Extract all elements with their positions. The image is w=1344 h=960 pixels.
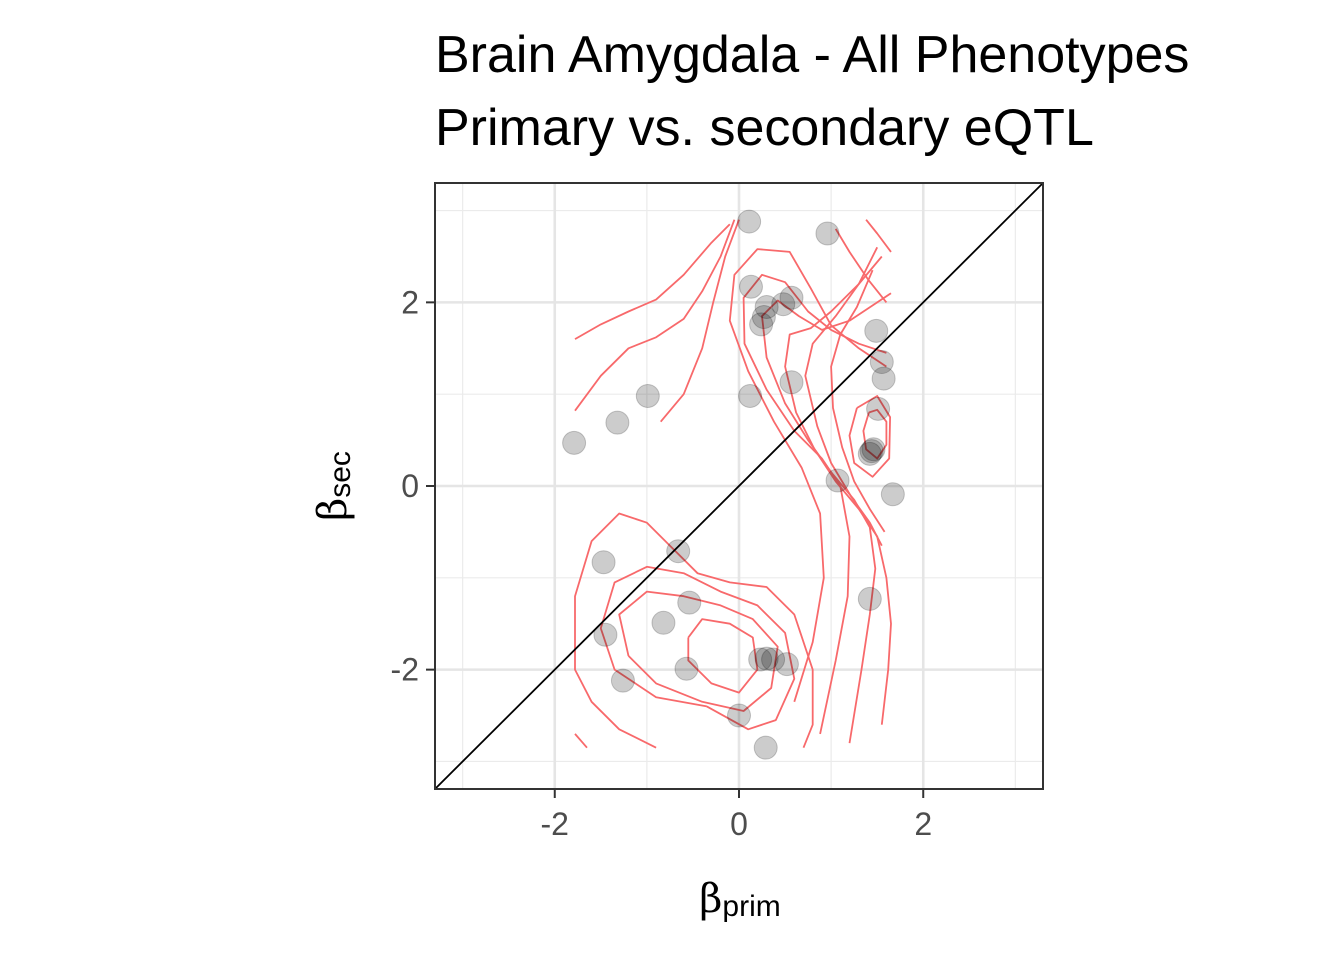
y-tick-label: -2	[391, 652, 419, 688]
axis-ticks: -2 0 2 -2 0 2	[391, 284, 933, 842]
data-point	[779, 285, 804, 310]
data-point	[754, 646, 779, 671]
data-point	[677, 590, 702, 615]
data-point	[635, 384, 660, 409]
chart-subtitle: Primary vs. secondary eQTL	[435, 99, 1094, 157]
y-axis-symbol: β	[310, 498, 356, 521]
contour-line	[761, 292, 892, 744]
data-point	[751, 305, 776, 330]
identity-line-group	[434, 182, 1044, 790]
data-point	[591, 550, 616, 575]
data-point	[593, 622, 618, 647]
data-point	[864, 318, 889, 343]
contour-line	[862, 408, 888, 460]
y-tick-label: 2	[401, 284, 419, 320]
data-point	[749, 312, 774, 337]
x-tick-label: -2	[541, 806, 569, 842]
data-point	[880, 482, 905, 507]
contour-line	[574, 223, 731, 340]
data-point	[815, 221, 840, 246]
data-point	[738, 384, 763, 409]
data-point	[859, 439, 884, 464]
data-point	[562, 430, 587, 455]
contour-line	[574, 733, 588, 749]
x-tick-label: 2	[914, 806, 932, 842]
y-axis-subscript: sec	[324, 451, 357, 498]
contour-line	[660, 219, 740, 423]
chart-title-group: Brain Amygdala - All Phenotypes Primary …	[435, 26, 1189, 157]
data-point	[674, 656, 699, 681]
data-points	[562, 209, 905, 760]
identity-line	[434, 182, 1044, 790]
x-axis-title: βprim	[699, 876, 780, 923]
data-point	[861, 437, 886, 462]
data-point	[651, 610, 676, 635]
data-point	[857, 441, 882, 466]
contour-line	[865, 219, 892, 253]
data-point	[871, 366, 896, 391]
data-point	[857, 586, 882, 611]
contour-line	[830, 269, 886, 533]
x-axis-symbol: β	[699, 876, 722, 922]
data-point	[774, 652, 799, 677]
contour-line	[848, 395, 891, 478]
data-point	[825, 468, 850, 493]
contour-line	[618, 590, 779, 712]
contour-line	[687, 618, 759, 694]
density-contours	[574, 219, 892, 749]
data-point	[753, 735, 778, 760]
data-point	[754, 294, 779, 319]
y-axis-title: βsec	[310, 451, 357, 521]
y-tick-label: 0	[401, 468, 419, 504]
data-point	[605, 410, 630, 435]
data-point	[738, 274, 763, 299]
contour-line	[784, 255, 892, 725]
chart-title: Brain Amygdala - All Phenotypes	[435, 26, 1189, 84]
x-tick-label: 0	[730, 806, 748, 842]
data-point	[779, 370, 804, 395]
data-point	[666, 539, 691, 564]
data-point	[771, 292, 796, 317]
contour-line	[728, 248, 887, 703]
contour-line	[834, 228, 888, 303]
x-axis-subscript: prim	[722, 890, 780, 923]
data-point	[727, 703, 751, 728]
contour-line	[599, 565, 796, 731]
data-point	[869, 350, 894, 375]
data-point	[748, 647, 773, 672]
data-point	[737, 209, 762, 234]
data-point	[610, 668, 635, 693]
data-point	[761, 647, 786, 672]
data-point	[866, 396, 891, 421]
contour-line	[574, 512, 814, 749]
contour-line	[574, 219, 736, 412]
contour-line	[804, 246, 883, 547]
